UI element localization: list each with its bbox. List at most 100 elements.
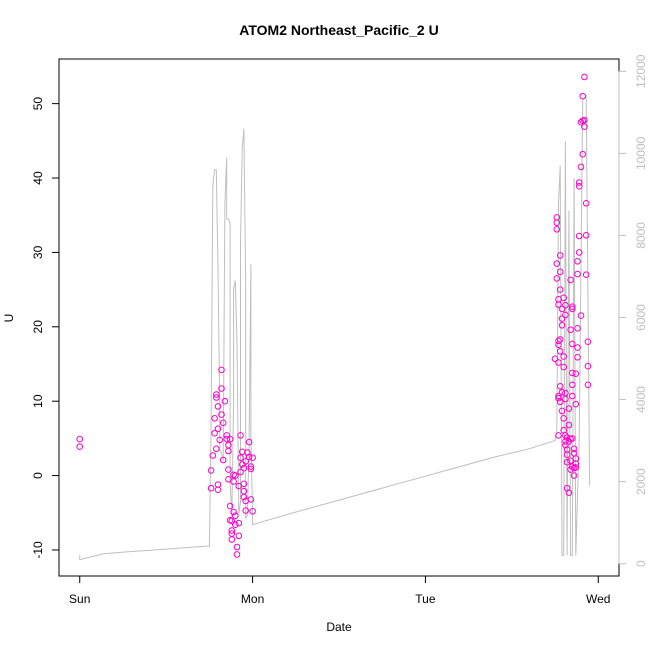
data-point <box>213 445 220 453</box>
data-point <box>579 150 587 158</box>
x-axis-label: Date <box>326 620 352 634</box>
data-point <box>563 451 571 459</box>
data-point <box>553 275 561 282</box>
data-point <box>556 348 564 355</box>
data-point <box>569 435 576 442</box>
data-point <box>567 326 574 334</box>
data-point <box>218 366 225 374</box>
data-point <box>218 411 225 418</box>
data-point <box>581 116 588 124</box>
data-point <box>240 493 248 501</box>
data-point <box>553 226 561 233</box>
y-tick-label: 20 <box>31 320 45 334</box>
data-point <box>575 249 583 256</box>
data-point <box>562 438 569 445</box>
data-point <box>207 484 215 492</box>
x-tick-label: Mon <box>241 592 264 606</box>
data-point <box>207 467 215 474</box>
data-point <box>577 163 585 171</box>
data-point <box>225 447 232 455</box>
data-point <box>584 362 592 370</box>
y-tick-label: -10 <box>31 541 45 559</box>
data-point <box>211 415 218 422</box>
data-point <box>219 419 227 427</box>
data-point <box>553 219 561 226</box>
y2-tick-label: 2000 <box>634 468 648 495</box>
data-point <box>242 507 249 514</box>
data-point <box>214 403 222 410</box>
data-point <box>233 551 241 558</box>
data-point <box>232 512 239 520</box>
data-point <box>555 392 562 400</box>
data-point <box>223 435 230 443</box>
data-point <box>245 438 253 446</box>
data-point <box>572 400 580 408</box>
data-point <box>562 301 569 309</box>
data-point <box>560 363 568 371</box>
data-point <box>240 464 248 472</box>
data-point <box>572 460 580 468</box>
data-point <box>577 312 585 319</box>
series-line-path <box>79 94 591 561</box>
data-point <box>555 341 562 349</box>
data-point <box>233 543 241 551</box>
data-point <box>572 370 580 378</box>
y-axis: -10 0 10 20 30 40 50 <box>31 97 60 559</box>
data-point <box>574 270 581 278</box>
data-point <box>575 232 583 240</box>
y2-tick-label: 4000 <box>634 386 648 413</box>
data-point <box>574 354 581 361</box>
data-point <box>556 398 564 406</box>
data-point <box>584 381 592 389</box>
data-point <box>556 286 564 293</box>
data-point <box>582 271 590 279</box>
data-point <box>565 405 573 412</box>
data-point <box>226 502 234 510</box>
data-point <box>555 301 562 308</box>
data-point <box>249 454 256 462</box>
data-point <box>569 303 576 311</box>
y2-tick-label: 10000 <box>634 136 648 170</box>
secondary-y-axis: 0 2000 4000 6000 8000 10000 12000 <box>618 54 648 567</box>
data-point <box>76 435 83 443</box>
data-point <box>247 465 255 473</box>
data-point <box>240 480 248 488</box>
data-point <box>219 456 227 464</box>
data-point <box>570 472 578 479</box>
data-point <box>218 385 225 392</box>
y-axis-label: U <box>2 314 16 323</box>
data-point <box>581 73 588 81</box>
data-point <box>247 496 255 503</box>
data-point <box>211 429 218 437</box>
data-point <box>563 458 571 466</box>
data-point <box>577 118 585 126</box>
data-point <box>582 232 590 239</box>
data-point <box>230 478 237 485</box>
y-tick-label: 0 <box>31 472 45 479</box>
data-point <box>565 489 573 497</box>
data-point <box>562 441 569 449</box>
data-point <box>558 389 566 396</box>
data-point <box>558 315 566 322</box>
y2-tick-label: 0 <box>634 560 648 567</box>
data-point <box>555 359 562 366</box>
data-point <box>235 532 243 540</box>
y-tick-label: 10 <box>31 394 45 408</box>
data-point <box>572 464 580 471</box>
data-point <box>558 407 566 415</box>
data-point <box>574 344 581 351</box>
data-point <box>569 305 576 313</box>
data-point <box>569 381 576 389</box>
data-point <box>556 383 564 390</box>
data-point <box>232 521 239 529</box>
data-point <box>228 517 236 525</box>
data-point <box>76 443 83 450</box>
y2-tick-label: 6000 <box>634 304 648 331</box>
data-point <box>582 200 590 207</box>
data-point <box>556 252 564 259</box>
data-point <box>249 508 256 515</box>
y2-tick-label: 8000 <box>634 222 648 249</box>
data-point <box>223 432 230 439</box>
data-point <box>214 486 222 494</box>
